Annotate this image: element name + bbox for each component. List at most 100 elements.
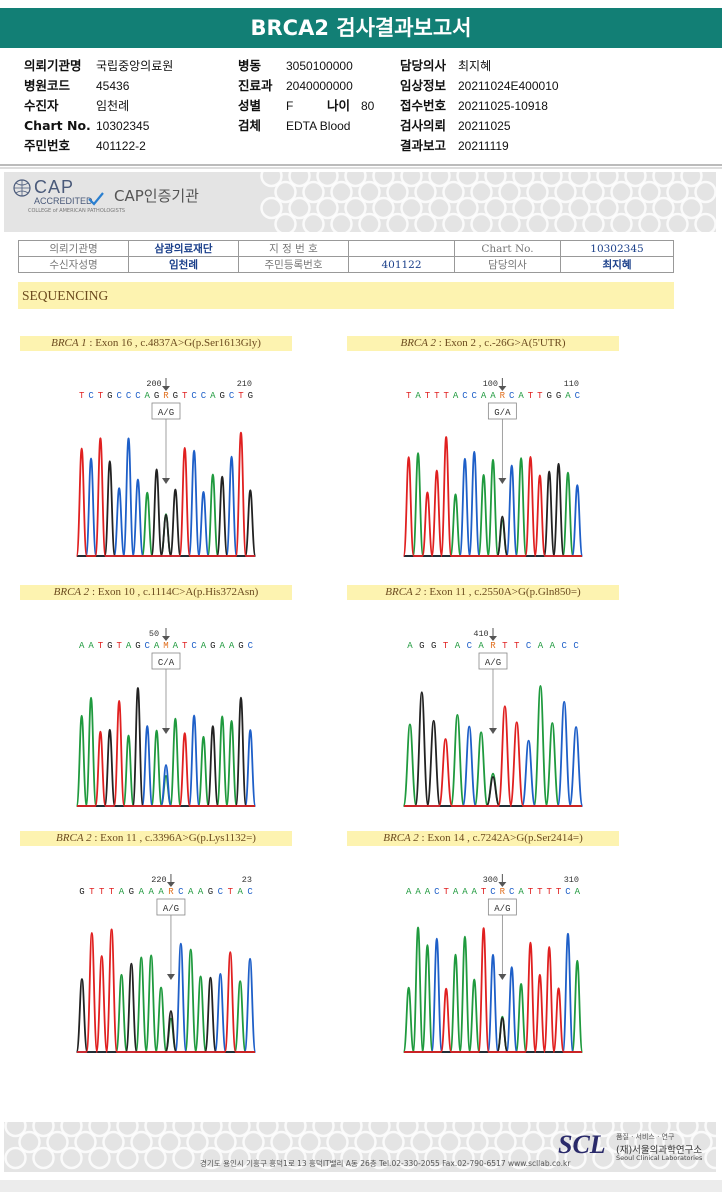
- age-value: 80: [361, 99, 375, 113]
- arrow-down-icon: [489, 728, 497, 734]
- table-cell: 401122: [348, 256, 455, 273]
- base-call: T: [238, 391, 244, 401]
- base-call: C: [135, 391, 141, 401]
- base-call: C: [575, 391, 581, 401]
- table-cell: 삼광의료재단: [128, 240, 239, 257]
- info-label: 의뢰기관명: [24, 58, 82, 73]
- variant-description: : Exon 2 , c.-26G>A(5'UTR): [436, 337, 566, 349]
- base-call: C: [229, 391, 235, 401]
- base-call: A: [154, 641, 160, 651]
- trace-G: [404, 691, 582, 807]
- base-call: A: [88, 641, 94, 651]
- base-call: T: [556, 887, 562, 897]
- base-call: C: [565, 887, 571, 897]
- gene-name: BRCA 2: [56, 832, 92, 844]
- info-label: 진료과: [238, 78, 273, 93]
- variant-label: BRCA 1 : Exon 16 , c.4837A>G(p.Ser1613Gl…: [20, 336, 292, 351]
- info-row: 임상정보 20211024E400010: [400, 76, 559, 96]
- base-call: T: [182, 641, 188, 651]
- base-call: A: [201, 641, 207, 651]
- genotype-call: A/G: [494, 904, 510, 914]
- arrow-down-icon: [162, 636, 170, 641]
- base-call: T: [99, 887, 105, 897]
- info-value: 45436: [96, 79, 130, 93]
- base-call: A: [550, 641, 556, 651]
- base-call: A: [518, 391, 524, 401]
- base-call: G: [220, 391, 225, 401]
- base-call: A: [455, 641, 461, 651]
- base-call: T: [537, 887, 543, 897]
- base-call: T: [182, 391, 188, 401]
- base-call: C: [218, 887, 224, 897]
- variant-description: : Exon 10 , c.1114C>A(p.His372Asn): [89, 586, 259, 598]
- trace-T: [404, 705, 582, 807]
- base-call: G: [208, 887, 213, 897]
- base-call: C: [561, 641, 567, 651]
- position-number: 50: [149, 629, 159, 639]
- info-label: 검사의뢰: [400, 118, 447, 133]
- base-call: A: [481, 391, 487, 401]
- base-call: A: [407, 641, 413, 651]
- base-call: T: [514, 641, 520, 651]
- info-row: 접수번호 20211025-10918: [400, 96, 559, 116]
- info-label: 병원코드: [24, 78, 71, 93]
- chromatogram: 220 23G T T T A G A A A R C A A G C T A CA/G: [75, 874, 257, 1053]
- arrow-down-icon: [498, 974, 507, 980]
- gene-name: BRCA 2: [383, 832, 419, 844]
- variant-label: BRCA 2 : Exon 2 , c.-26G>A(5'UTR): [347, 336, 619, 351]
- genotype-call: G/A: [494, 408, 511, 418]
- table-cell: 수신자성명: [18, 256, 129, 273]
- base-call: C: [88, 391, 94, 401]
- info-row: 병동 3050100000: [238, 56, 353, 76]
- position-number: 410: [473, 629, 488, 639]
- base-call: T: [443, 391, 449, 401]
- base-call: A: [229, 641, 235, 651]
- genotype-call: A/G: [485, 658, 501, 668]
- info-label: Chart No.: [24, 118, 91, 133]
- arrow-down-icon: [489, 636, 497, 641]
- base-call: G: [107, 391, 112, 401]
- base-call: T: [537, 391, 543, 401]
- base-call: C: [490, 887, 496, 897]
- base-call: G: [238, 641, 243, 651]
- position-number: 200: [146, 379, 161, 389]
- base-call: A: [158, 887, 164, 897]
- position-number: 220: [151, 875, 166, 885]
- trace-G: [404, 462, 582, 557]
- base-call: T: [98, 641, 104, 651]
- arrow-down-icon: [498, 882, 507, 887]
- info-row: 검사의뢰 20211025: [400, 116, 559, 136]
- position-number: 210: [237, 379, 252, 389]
- info-value: 401122-2: [96, 139, 146, 153]
- base-call: C: [467, 641, 473, 651]
- table-cell: 주민등록번호: [238, 256, 349, 273]
- base-call: G: [135, 641, 140, 651]
- base-call: T: [116, 641, 122, 651]
- info-label: 결과보고: [400, 138, 447, 153]
- base-call: C: [191, 391, 197, 401]
- table-cell: 임천례: [128, 256, 239, 273]
- arrow-down-icon: [162, 478, 170, 484]
- info-value: 20211025-10918: [458, 99, 548, 113]
- chromatogram: 50A A T G T A G C A M A T C A G A A G CC/A: [75, 628, 257, 807]
- info-row: 검체 EDTA Blood: [238, 116, 353, 136]
- table-cell: 의뢰기관명: [18, 240, 129, 257]
- base-call: A: [415, 391, 421, 401]
- base-call: T: [481, 887, 487, 897]
- base-call: R: [163, 391, 169, 401]
- gene-name: BRCA 2: [385, 586, 421, 598]
- info-row: 진료과 2040000000: [238, 76, 353, 96]
- divider: [0, 167, 722, 169]
- base-call: T: [425, 391, 431, 401]
- base-call: G: [210, 641, 215, 651]
- info-value: 20211119: [458, 139, 509, 153]
- base-call: T: [528, 391, 534, 401]
- base-call: T: [98, 391, 104, 401]
- variant-description: : Exon 11 , c.2550A>G(p.Gln850=): [420, 586, 581, 598]
- cap-logo-text: CAP: [34, 177, 75, 197]
- base-call: G: [248, 391, 253, 401]
- base-call: A: [415, 887, 421, 897]
- base-call: G: [79, 887, 84, 897]
